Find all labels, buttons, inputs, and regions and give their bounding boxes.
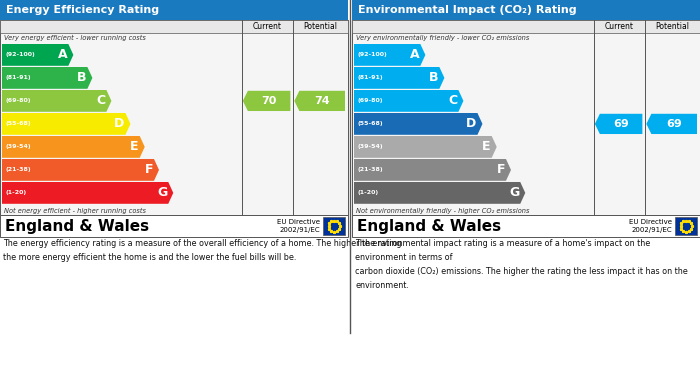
Text: 74: 74 (314, 96, 330, 106)
Text: F: F (496, 163, 505, 176)
Text: Potential: Potential (304, 22, 337, 31)
Bar (352, 215, 700, 237)
Text: A: A (410, 48, 419, 61)
Text: Not energy efficient - higher running costs: Not energy efficient - higher running co… (4, 208, 146, 214)
Text: (21-38): (21-38) (357, 167, 383, 172)
Text: C: C (448, 94, 457, 108)
Text: Potential: Potential (656, 22, 690, 31)
Text: England & Wales: England & Wales (5, 219, 149, 233)
Text: Energy Efficiency Rating: Energy Efficiency Rating (6, 5, 159, 15)
Polygon shape (2, 136, 145, 158)
Bar (0, 20, 348, 215)
Bar (0, 0, 348, 20)
Polygon shape (354, 90, 463, 112)
Text: B: B (429, 72, 438, 84)
Text: G: G (509, 187, 519, 199)
Text: The energy efficiency rating is a measure of the overall efficiency of a home. T: The energy efficiency rating is a measur… (3, 239, 402, 262)
Polygon shape (354, 182, 525, 204)
Text: (92-100): (92-100) (5, 52, 35, 57)
Text: Very energy efficient - lower running costs: Very energy efficient - lower running co… (4, 35, 146, 41)
Text: (1-20): (1-20) (5, 190, 26, 196)
Text: (81-91): (81-91) (357, 75, 383, 81)
Polygon shape (354, 159, 511, 181)
Bar (0, 20, 348, 33)
Text: D: D (114, 117, 125, 131)
Text: (92-100): (92-100) (357, 52, 386, 57)
Text: 69: 69 (666, 119, 682, 129)
Text: (39-54): (39-54) (5, 144, 31, 149)
Text: B: B (77, 72, 86, 84)
Text: England & Wales: England & Wales (357, 219, 501, 233)
Text: (69-80): (69-80) (357, 99, 382, 103)
Bar (0, 215, 348, 237)
Polygon shape (2, 113, 130, 135)
Polygon shape (354, 67, 444, 89)
Polygon shape (354, 113, 482, 135)
Bar (352, 20, 700, 215)
Polygon shape (595, 114, 643, 134)
Polygon shape (243, 91, 290, 111)
Polygon shape (354, 136, 497, 158)
Polygon shape (2, 159, 159, 181)
Polygon shape (646, 114, 697, 134)
Text: (81-91): (81-91) (5, 75, 31, 81)
Text: 70: 70 (261, 96, 277, 106)
Text: C: C (97, 94, 106, 108)
Bar (352, 0, 700, 20)
Text: Very environmentally friendly - lower CO₂ emissions: Very environmentally friendly - lower CO… (356, 35, 529, 41)
Text: D: D (466, 117, 477, 131)
Polygon shape (295, 91, 345, 111)
Polygon shape (2, 90, 111, 112)
Bar (675, 217, 697, 235)
Text: (69-80): (69-80) (5, 99, 31, 103)
Text: G: G (157, 187, 167, 199)
Bar (323, 217, 345, 235)
Text: (55-68): (55-68) (5, 121, 31, 126)
Polygon shape (2, 44, 73, 66)
Bar (352, 20, 700, 33)
Text: F: F (144, 163, 153, 176)
Polygon shape (2, 67, 92, 89)
Text: EU Directive
2002/91/EC: EU Directive 2002/91/EC (277, 219, 320, 233)
Text: (55-68): (55-68) (357, 121, 383, 126)
Text: Current: Current (605, 22, 634, 31)
Text: The environmental impact rating is a measure of a home's impact on the environme: The environmental impact rating is a mea… (355, 239, 687, 290)
Text: 69: 69 (613, 119, 629, 129)
Text: E: E (482, 140, 491, 153)
Text: A: A (57, 48, 67, 61)
Polygon shape (2, 182, 174, 204)
Polygon shape (354, 44, 426, 66)
Text: (1-20): (1-20) (357, 190, 378, 196)
Text: Not environmentally friendly - higher CO₂ emissions: Not environmentally friendly - higher CO… (356, 208, 529, 214)
Text: E: E (130, 140, 139, 153)
Text: (21-38): (21-38) (5, 167, 31, 172)
Text: EU Directive
2002/91/EC: EU Directive 2002/91/EC (629, 219, 672, 233)
Text: Current: Current (253, 22, 282, 31)
Text: (39-54): (39-54) (357, 144, 383, 149)
Text: Environmental Impact (CO₂) Rating: Environmental Impact (CO₂) Rating (358, 5, 577, 15)
